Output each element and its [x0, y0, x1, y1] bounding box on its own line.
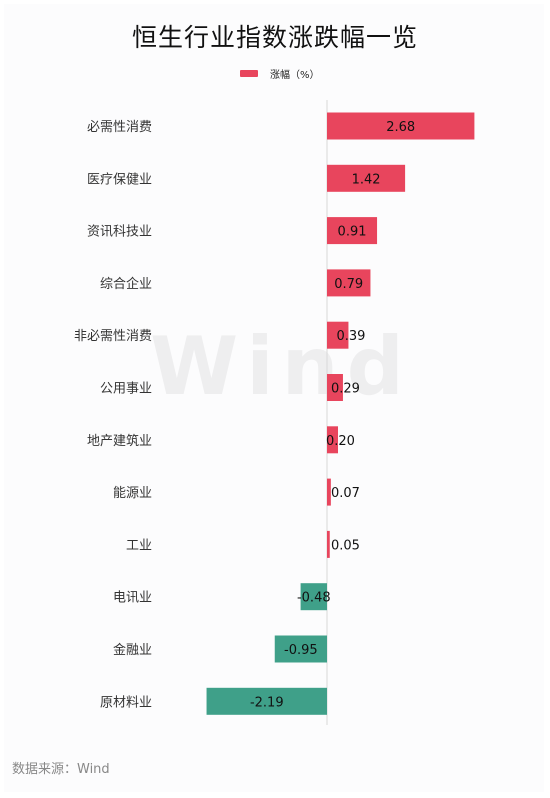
bar: [327, 426, 338, 454]
bar: [327, 164, 406, 192]
category-label: 必需性消费: [87, 120, 152, 135]
chart-title: 恒生行业指数涨跌幅一览: [131, 23, 418, 52]
value-label: 0.05: [331, 538, 360, 553]
category-label: 医疗保健业: [87, 172, 152, 187]
bar: [327, 478, 331, 506]
bar: [327, 112, 475, 140]
category-label: 公用事业: [100, 382, 152, 397]
value-label: -2.19: [250, 695, 284, 710]
category-label: 原材料业: [100, 695, 152, 710]
value-label: 0.91: [338, 225, 367, 240]
bar: [327, 217, 378, 245]
value-label: -0.48: [297, 591, 331, 606]
category-label: 金融业: [113, 642, 152, 658]
value-label: -0.95: [284, 643, 318, 658]
category-label: 非必需性消费: [74, 329, 152, 344]
bar: [327, 530, 330, 558]
value-label: 0.39: [336, 329, 365, 344]
category-label: 能源业: [113, 486, 152, 501]
category-label: 综合企业: [100, 276, 152, 292]
bar: [274, 635, 327, 663]
value-label: 1.42: [352, 172, 381, 187]
value-label: 0.07: [331, 486, 360, 501]
value-label: 0.29: [331, 382, 360, 397]
value-label: 0.79: [334, 277, 363, 292]
watermark: Wind: [150, 320, 412, 413]
value-label: 2.68: [386, 120, 415, 135]
value-label: 0.20: [326, 434, 355, 449]
bar: [327, 321, 349, 349]
source-note: 数据来源：Wind: [12, 762, 110, 777]
bar: [327, 374, 343, 401]
bar: [300, 583, 327, 611]
legend: 涨幅（%）: [240, 66, 320, 81]
category-label: 资讯科技业: [87, 225, 152, 240]
bar: [327, 269, 371, 297]
legend-label: 涨幅（%）: [270, 69, 320, 81]
bar: [206, 687, 327, 715]
category-label: 电讯业: [113, 591, 152, 606]
legend-swatch: [240, 69, 258, 77]
category-label: 地产建筑业: [87, 433, 152, 449]
category-label: 工业: [126, 538, 152, 553]
